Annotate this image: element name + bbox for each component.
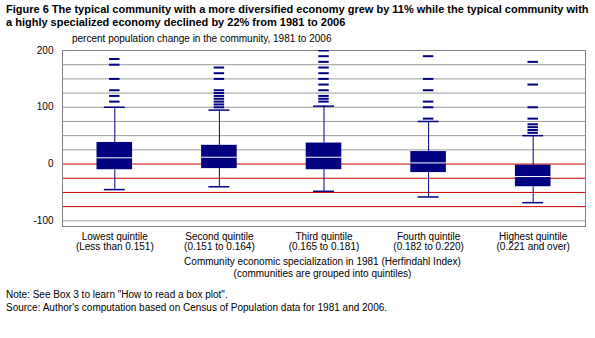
html-text:Source: Author's computation b: Source: Author's computation based on Ce…	[6, 302, 388, 313]
svg-text:200: 200	[37, 45, 54, 56]
svg-text:Third quintile(0.165 to 0.181): Third quintile(0.165 to 0.181)	[289, 231, 360, 252]
svg-text:-100: -100	[33, 215, 53, 226]
html-text:Note: See Box 3 to learn "How: Note: See Box 3 to learn "How to read a …	[6, 289, 228, 300]
svg-text:Highest quintile(0.221 and ove: Highest quintile(0.221 and over)	[497, 231, 570, 252]
svg-text:100: 100	[37, 101, 54, 112]
svg-text:Second quintile(0.151 to 0.164: Second quintile(0.151 to 0.164)	[184, 231, 255, 252]
html-text:percent population change in t: percent population change in the communi…	[72, 33, 332, 44]
svg-text:Lowest quintile(Less than 0.15: Lowest quintile(Less than 0.151)	[76, 231, 154, 252]
html-text:(communities are grouped into: (communities are grouped into quintiles)	[233, 268, 412, 279]
svg-text:Fourth quintile(0.182 to 0.220: Fourth quintile(0.182 to 0.220)	[393, 231, 464, 252]
html-text:Figure 6 The typical community: Figure 6 The typical community with a mo…	[6, 3, 589, 28]
svg-text:0: 0	[48, 158, 54, 169]
html-text:Community economic specializat: Community economic specialization in 198…	[184, 256, 461, 267]
